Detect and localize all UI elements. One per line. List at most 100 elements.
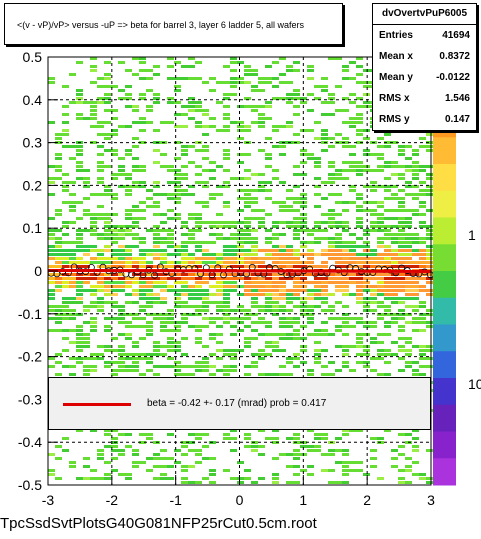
heatmap-cell xyxy=(153,285,160,288)
heatmap-cell xyxy=(188,77,195,80)
heatmap-cell xyxy=(167,285,174,288)
heatmap-cell xyxy=(405,273,412,276)
heatmap-cell xyxy=(230,81,237,84)
heatmap-cell xyxy=(90,317,97,320)
heatmap-cell xyxy=(426,133,433,136)
heatmap-cell xyxy=(405,337,412,340)
heatmap-cell xyxy=(132,461,139,464)
heatmap-cell xyxy=(286,337,293,340)
heatmap-cell xyxy=(272,481,279,484)
heatmap-cell xyxy=(167,165,174,168)
heatmap-cell xyxy=(384,373,391,376)
heatmap-cell xyxy=(139,277,146,280)
heatmap-cell xyxy=(335,57,342,60)
heatmap-cell xyxy=(321,453,328,456)
heatmap-cell xyxy=(209,265,216,268)
heatmap-cell xyxy=(272,289,279,292)
heatmap-cell xyxy=(307,257,314,260)
heatmap-cell xyxy=(293,449,300,452)
heatmap-cell xyxy=(321,101,328,104)
heatmap-cell xyxy=(90,109,97,112)
heatmap-cell xyxy=(328,173,335,176)
heatmap-cell xyxy=(118,165,125,168)
heatmap-cell xyxy=(160,193,167,196)
heatmap-cell xyxy=(160,317,167,320)
heatmap-cell xyxy=(181,177,188,180)
heatmap-cell xyxy=(181,253,188,256)
heatmap-cell xyxy=(153,265,160,268)
heatmap-cell xyxy=(90,329,97,332)
heatmap-cell xyxy=(244,65,251,68)
heatmap-cell xyxy=(398,233,405,236)
heatmap-cell xyxy=(104,217,111,220)
heatmap-cell xyxy=(349,257,356,260)
heatmap-cell xyxy=(153,205,160,208)
heatmap-cell xyxy=(118,361,125,364)
heatmap-cell xyxy=(223,321,230,324)
heatmap-cell xyxy=(342,169,349,172)
heatmap-cell xyxy=(405,181,412,184)
heatmap-cell xyxy=(265,333,272,336)
heatmap-cell xyxy=(223,225,230,228)
heatmap-cell xyxy=(195,265,202,268)
heatmap-cell xyxy=(342,289,349,292)
heatmap-cell xyxy=(412,153,419,156)
heatmap-cell xyxy=(174,189,181,192)
heatmap-cell xyxy=(111,193,118,196)
heatmap-cell xyxy=(426,325,433,328)
heatmap-cell xyxy=(97,457,104,460)
heatmap-cell xyxy=(48,317,55,320)
heatmap-cell xyxy=(321,281,328,284)
heatmap-cell xyxy=(328,237,335,240)
heatmap-cell xyxy=(76,477,83,480)
heatmap-cell xyxy=(139,93,146,96)
heatmap-cell xyxy=(314,297,321,300)
heatmap-cell xyxy=(237,321,244,324)
heatmap-cell xyxy=(160,457,167,460)
heatmap-cell xyxy=(181,245,188,248)
heatmap-cell xyxy=(174,173,181,176)
heatmap-cell xyxy=(321,277,328,280)
heatmap-cell xyxy=(181,221,188,224)
heatmap-cell xyxy=(398,173,405,176)
heatmap-cell xyxy=(153,253,160,256)
heatmap-cell xyxy=(76,149,83,152)
x-tick-label: 0 xyxy=(236,492,244,508)
heatmap-cell xyxy=(265,293,272,296)
heatmap-cell xyxy=(181,441,188,444)
heatmap-cell xyxy=(356,285,363,288)
heatmap-cell xyxy=(202,457,209,460)
heatmap-cell xyxy=(195,181,202,184)
heatmap-cell xyxy=(258,349,265,352)
heatmap-cell xyxy=(174,213,181,216)
heatmap-cell xyxy=(223,181,230,184)
heatmap-cell xyxy=(398,313,405,316)
heatmap-cell xyxy=(195,289,202,292)
heatmap-cell xyxy=(188,117,195,120)
heatmap-cell xyxy=(426,289,433,292)
heatmap-cell xyxy=(349,469,356,472)
heatmap-cell xyxy=(104,121,111,124)
heatmap-cell xyxy=(293,173,300,176)
heatmap-cell xyxy=(139,297,146,300)
heatmap-cell xyxy=(104,77,111,80)
heatmap-cell xyxy=(335,253,342,256)
heatmap-cell xyxy=(125,325,132,328)
heatmap-cell xyxy=(265,281,272,284)
heatmap-cell xyxy=(356,333,363,336)
heatmap-cell xyxy=(244,433,251,436)
heatmap-cell xyxy=(181,481,188,484)
heatmap-cell xyxy=(384,285,391,288)
heatmap-cell xyxy=(391,249,398,252)
heatmap-cell xyxy=(356,105,363,108)
heatmap-cell xyxy=(153,193,160,196)
heatmap-cell xyxy=(293,437,300,440)
heatmap-cell xyxy=(160,241,167,244)
heatmap-cell xyxy=(342,481,349,484)
heatmap-cell xyxy=(286,309,293,312)
heatmap-cell xyxy=(174,113,181,116)
heatmap-cell xyxy=(293,457,300,460)
heatmap-cell xyxy=(377,165,384,168)
heatmap-cell xyxy=(419,285,426,288)
heatmap-cell xyxy=(230,325,237,328)
